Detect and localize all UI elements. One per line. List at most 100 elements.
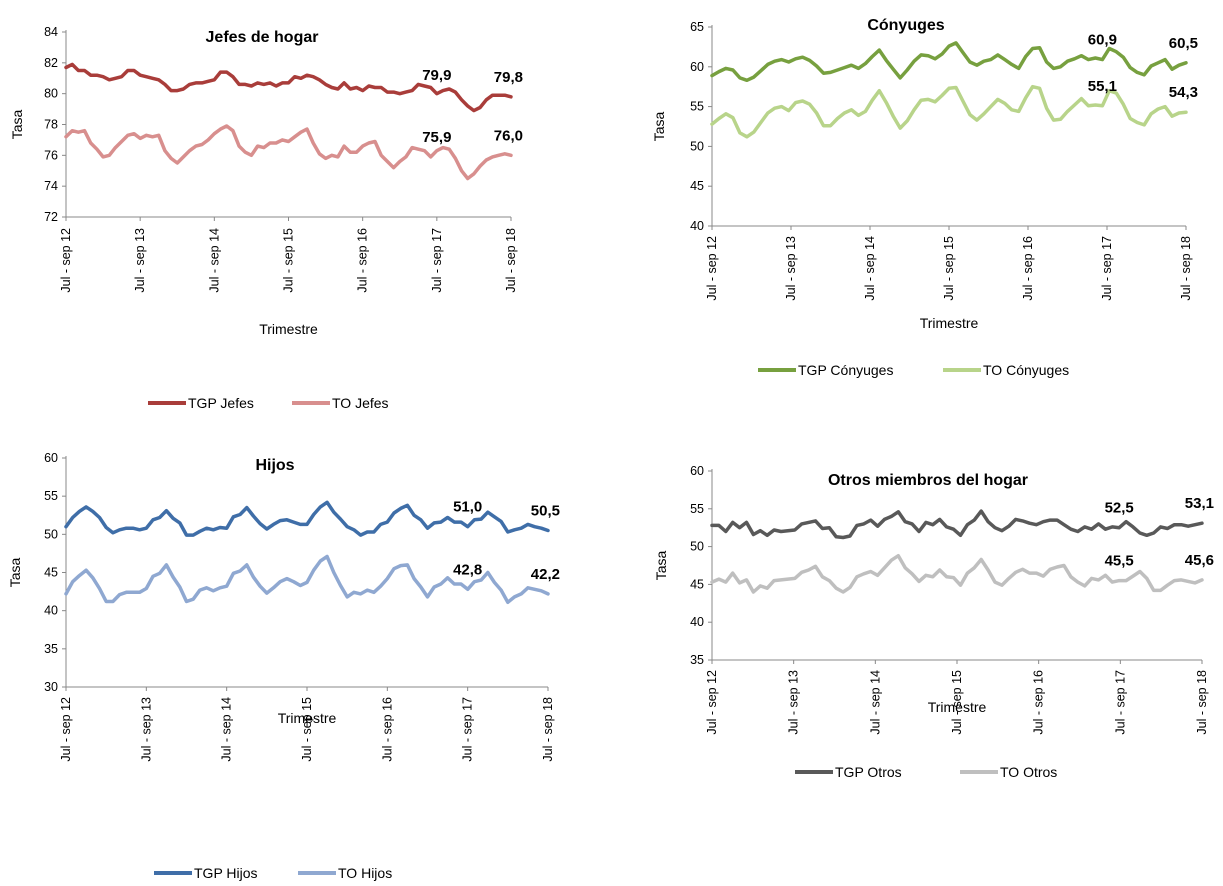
x-tick-label: Jul - sep 14 xyxy=(220,697,234,762)
y-tick-label: 78 xyxy=(44,118,58,132)
y-tick-label: 40 xyxy=(690,615,704,629)
x-axis-label: Trimestre xyxy=(920,315,979,331)
y-tick-label: 40 xyxy=(690,219,704,233)
data-label: 52,5 xyxy=(1105,500,1134,517)
data-label: 53,1 xyxy=(1185,495,1214,512)
chart-2: 40 45 50 55 60 65 Jul - sep 12 Jul - sep 13 Jul … xyxy=(651,17,1198,378)
chart-3: 30 35 40 45 50 55 60 Jul - sep 12 Jul - sep 13 Ju… xyxy=(7,451,560,881)
y-axis-label: Tasa xyxy=(7,558,23,588)
data-label: 75,9 xyxy=(422,129,451,146)
y-tick-label: 72 xyxy=(44,210,58,224)
data-label: 45,6 xyxy=(1185,552,1214,569)
y-tick-label: 45 xyxy=(44,566,58,580)
x-axis-label: Trimestre xyxy=(928,699,987,715)
y-tick-label: 50 xyxy=(690,540,704,554)
y-tick-label: 60 xyxy=(690,60,704,74)
y-tick-label: 55 xyxy=(44,489,58,503)
x-tick-label: Jul - sep 18 xyxy=(504,228,518,293)
series-line-2 xyxy=(710,84,1188,139)
x-tick-label: Jul - sep 14 xyxy=(207,228,221,293)
y-axis-label: Tasa xyxy=(653,551,669,581)
legend-label-2: TO Cónyuges xyxy=(983,362,1069,378)
data-label: 60,9 xyxy=(1088,32,1117,49)
y-tick-label: 76 xyxy=(44,148,58,162)
x-tick-label: Jul - sep 13 xyxy=(139,697,153,762)
series-line-1 xyxy=(64,62,513,113)
x-tick-label: Jul - sep 18 xyxy=(1195,670,1209,735)
y-tick-label: 84 xyxy=(44,25,58,39)
x-tick-label: Jul - sep 15 xyxy=(942,236,956,301)
chart-title: Otros miembros del hogar xyxy=(828,472,1028,489)
x-tick-label: Jul - sep 18 xyxy=(541,697,555,762)
series-line-2 xyxy=(710,553,1204,594)
x-tick-label: Jul - sep 17 xyxy=(430,228,444,293)
y-tick-label: 35 xyxy=(44,642,58,656)
data-label: 55,1 xyxy=(1088,78,1117,95)
chart-title: Cónyuges xyxy=(867,17,944,34)
data-label: 42,8 xyxy=(453,561,482,578)
y-tick-label: 55 xyxy=(690,100,704,114)
y-tick-label: 30 xyxy=(44,680,58,694)
y-tick-label: 82 xyxy=(44,56,58,70)
x-tick-label: Jul - sep 16 xyxy=(1021,236,1035,301)
legend-label-1: TGP Jefes xyxy=(188,395,254,411)
y-tick-label: 50 xyxy=(690,139,704,153)
series-line-1 xyxy=(64,500,550,537)
legend-label-1: TGP Hijos xyxy=(194,865,258,881)
y-tick-label: 55 xyxy=(690,502,704,516)
y-tick-label: 74 xyxy=(44,179,58,193)
series-line-1 xyxy=(710,41,1188,83)
x-tick-label: Jul - sep 17 xyxy=(1100,236,1114,301)
data-label: 79,8 xyxy=(494,69,523,86)
x-tick-label: Jul - sep 18 xyxy=(1179,236,1193,301)
series-line-1 xyxy=(710,509,1204,540)
legend-label-1: TGP Cónyuges xyxy=(798,362,893,378)
x-tick-label: Jul - sep 13 xyxy=(784,236,798,301)
chart-4: 35 40 45 50 55 60 Jul - sep 12 Jul - sep 13 Jul … xyxy=(653,464,1214,780)
data-label: 79,9 xyxy=(422,67,451,84)
x-tick-label: Jul - sep 15 xyxy=(950,670,964,735)
x-tick-label: Jul - sep 16 xyxy=(380,697,394,762)
chart-1: 72 74 76 78 80 82 84 Jul - sep 12 Jul - sep 13 Ju… xyxy=(9,25,523,411)
x-tick-label: Jul - sep 12 xyxy=(705,236,719,301)
data-label: 60,5 xyxy=(1169,35,1198,52)
x-tick-label: Jul - sep 16 xyxy=(1032,670,1046,735)
x-tick-label: Jul - sep 12 xyxy=(59,697,73,762)
legend-label-2: TO Jefes xyxy=(332,395,389,411)
y-tick-label: 65 xyxy=(690,20,704,34)
y-tick-label: 45 xyxy=(690,179,704,193)
series-line-2 xyxy=(64,554,550,605)
y-tick-label: 50 xyxy=(44,527,58,541)
x-tick-label: Jul - sep 16 xyxy=(356,228,370,293)
data-label: 51,0 xyxy=(453,499,482,516)
x-tick-label: Jul - sep 12 xyxy=(59,228,73,293)
legend-label-2: TO Otros xyxy=(1000,764,1057,780)
x-axis-label: Trimestre xyxy=(278,710,337,726)
x-axis-label: Trimestre xyxy=(259,321,318,337)
legend-label-2: TO Hijos xyxy=(338,865,392,881)
data-label: 50,5 xyxy=(531,503,560,520)
x-tick-label: Jul - sep 12 xyxy=(705,670,719,735)
y-axis-label: Tasa xyxy=(651,112,667,142)
chart-title: Hijos xyxy=(255,457,294,474)
data-label: 42,2 xyxy=(531,566,560,583)
x-tick-label: Jul - sep 17 xyxy=(461,697,475,762)
y-tick-label: 40 xyxy=(44,604,58,618)
legend-label-1: TGP Otros xyxy=(835,764,902,780)
y-axis-label: Tasa xyxy=(9,110,25,140)
y-tick-label: 45 xyxy=(690,577,704,591)
x-tick-label: Jul - sep 15 xyxy=(282,228,296,293)
x-tick-label: Jul - sep 15 xyxy=(300,697,314,762)
x-tick-label: Jul - sep 17 xyxy=(1113,670,1127,735)
x-tick-label: Jul - sep 13 xyxy=(133,228,147,293)
y-tick-label: 80 xyxy=(44,87,58,101)
data-label: 54,3 xyxy=(1169,84,1198,101)
series-line-2 xyxy=(64,124,513,181)
y-tick-label: 60 xyxy=(690,464,704,478)
x-tick-label: Jul - sep 14 xyxy=(863,236,877,301)
x-tick-label: Jul - sep 14 xyxy=(868,670,882,735)
y-tick-label: 60 xyxy=(44,451,58,465)
data-label: 76,0 xyxy=(494,127,523,144)
chart-title: Jefes de hogar xyxy=(206,29,319,46)
